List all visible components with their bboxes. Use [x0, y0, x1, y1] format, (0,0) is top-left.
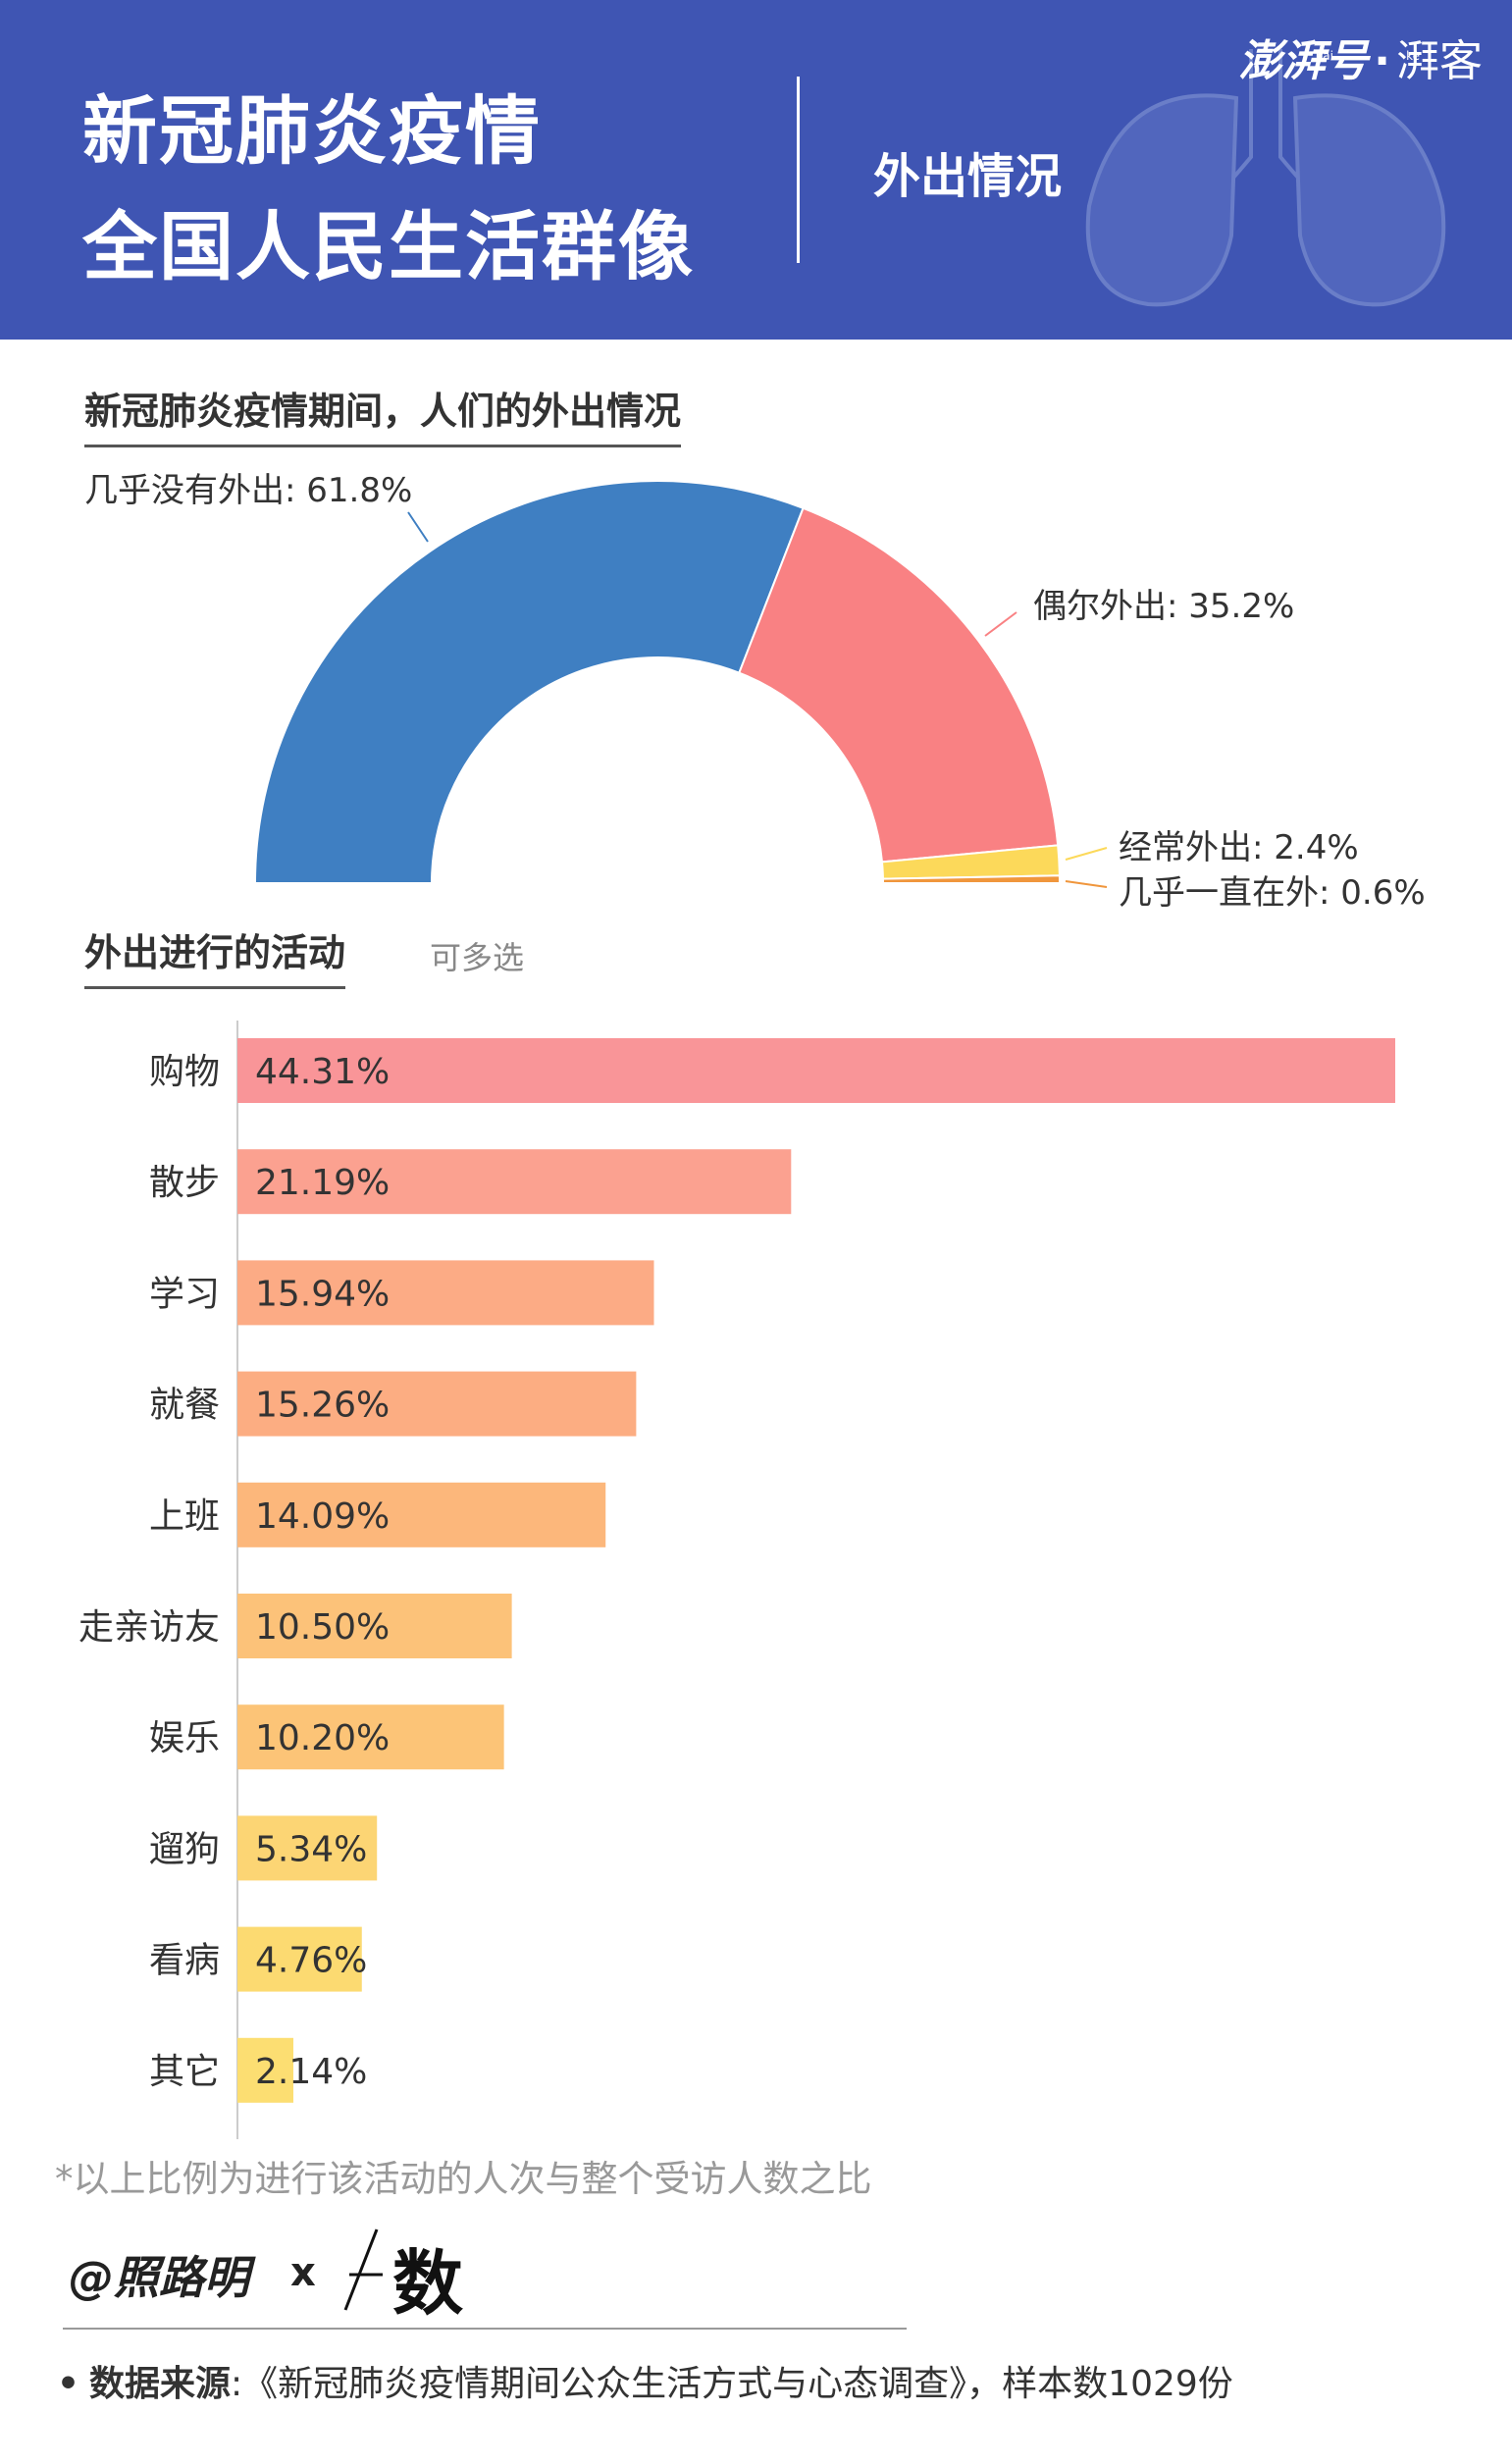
- credit-divider: [63, 2328, 907, 2330]
- data-source: • 数据来源:《新冠肺炎疫情期间公众生活方式与心态调查》，样本数1029份: [57, 2355, 1233, 2406]
- bar-category-label-6: 走亲访友: [78, 1607, 220, 1648]
- bar-1: [237, 1038, 1395, 1103]
- bar-value-label-7: 10.20%: [255, 1718, 390, 1758]
- bar-8: [237, 1815, 378, 1881]
- bar-value-label-2: 21.19%: [255, 1163, 390, 1203]
- partner-logo-icon: [343, 2228, 383, 2311]
- bar-2: [237, 1149, 792, 1215]
- bar-value-label-4: 15.26%: [255, 1386, 390, 1426]
- author-credit: @照路明: [69, 2251, 249, 2304]
- bar-9: [237, 1926, 362, 1992]
- pie-slice-4: [881, 874, 1062, 884]
- bar-value-label-5: 14.09%: [255, 1496, 390, 1537]
- pie-label-3: 经常外出: 2.4%: [1119, 828, 1359, 867]
- bar-category-label-3: 学习: [149, 1274, 220, 1314]
- brand-separator: ·: [1374, 36, 1390, 86]
- bar-value-label-6: 10.50%: [255, 1607, 390, 1648]
- header-subtitle: 外出情况: [873, 149, 1063, 204]
- bar-category-label-7: 娱乐: [149, 1718, 220, 1758]
- footnote: *以上比例为进行该活动的人次与整个受访人数之比: [55, 2158, 872, 2200]
- bar-value-label-8: 5.34%: [255, 1829, 367, 1869]
- credit-x: x: [290, 2250, 316, 2295]
- bar-value-label-10: 2.14%: [255, 2052, 367, 2092]
- pie-label-1: 几乎没有外出: 61.8%: [84, 471, 413, 510]
- bar-category-label-2: 散步: [149, 1163, 220, 1203]
- bar-category-label-1: 购物: [149, 1052, 220, 1092]
- pie-slice-1: [253, 480, 805, 884]
- bar-category-label-9: 看病: [149, 1941, 220, 1981]
- bar-value-label-9: 4.76%: [255, 1941, 367, 1981]
- bar-category-label-10: 其它: [149, 2052, 220, 2092]
- pie-label-4: 几乎一直在外: 0.6%: [1119, 873, 1426, 913]
- activities-section-title: 外出进行的活动: [84, 922, 346, 989]
- bar-10: [237, 2037, 293, 2103]
- pie-leader-line-2: [984, 611, 1017, 637]
- brand-channel: 湃客: [1396, 36, 1483, 86]
- brand-pinyin-1: pài: [1315, 49, 1333, 63]
- bar-6: [237, 1594, 512, 1658]
- multi-choice-note: 可多选: [430, 939, 525, 976]
- header-divider: [797, 77, 800, 263]
- outing-half-donut-chart: [253, 480, 1108, 888]
- brand-pinyin-2: kè: [1406, 49, 1420, 63]
- pie-leader-line-4: [1065, 880, 1108, 888]
- source-text: :《新冠肺炎疫情期间公众生活方式与心态调查》，样本数1029份: [231, 2364, 1233, 2404]
- pie-leader-line-3: [1065, 847, 1108, 861]
- bar-7: [237, 1704, 504, 1770]
- bar-5: [237, 1482, 606, 1547]
- lungs-icon: [1085, 49, 1446, 307]
- pie-label-2: 偶尔外出: 35.2%: [1033, 587, 1295, 626]
- source-bullet: •: [57, 2364, 80, 2404]
- bar-value-label-3: 15.94%: [255, 1274, 390, 1314]
- pie-leader-line-1: [407, 511, 429, 543]
- outing-section-title: 新冠肺炎疫情期间，人们的外出情况: [84, 381, 682, 447]
- bar-category-label-4: 就餐: [149, 1386, 220, 1426]
- brand-name: 澎湃号: [1238, 36, 1369, 86]
- bar-3: [237, 1260, 654, 1326]
- header-banner: 新冠肺炎疫情 全国人民生活群像 外出情况 澎湃号 · 湃客 pài kè: [0, 0, 1512, 340]
- bar-category-label-5: 上班: [149, 1496, 220, 1537]
- bar-category-label-8: 遛狗: [149, 1829, 220, 1869]
- source-label: 数据来源: [89, 2364, 232, 2404]
- partner-name: 数: [392, 2242, 464, 2325]
- bar-value-label-1: 44.31%: [255, 1052, 390, 1092]
- activities-bar-chart: 购物 44.31% 散步 21.19% 学习 15.94% 就餐 15.26% 上班 14.09%…: [78, 1021, 1395, 2139]
- bar-4: [237, 1371, 637, 1437]
- title-line-2: 全国人民生活群像: [82, 203, 695, 290]
- pie-slice-2: [738, 506, 1060, 864]
- title-line-1: 新冠肺炎疫情: [82, 87, 542, 175]
- brand-logo: 澎湃号 · 湃客 pài kè: [1238, 26, 1483, 88]
